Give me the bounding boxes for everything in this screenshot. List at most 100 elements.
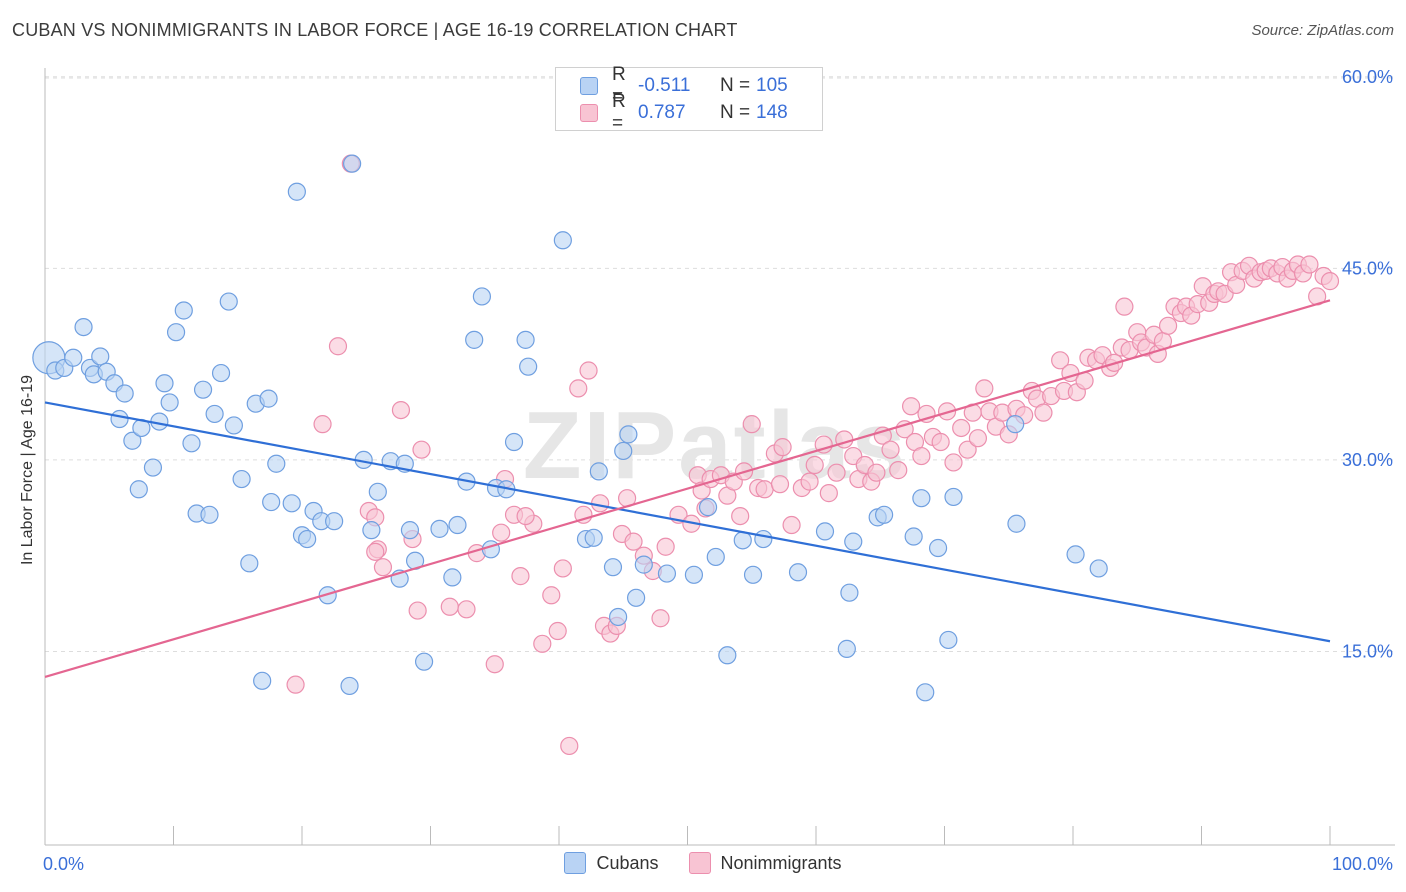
legend-row-nonimmigrants: R = 0.787 N = 148 bbox=[580, 91, 788, 134]
nonimmigrants-point bbox=[651, 609, 670, 628]
cubans-point bbox=[414, 652, 434, 671]
cubans-point bbox=[698, 498, 718, 517]
n-label: N = bbox=[720, 75, 751, 96]
cubans-point bbox=[343, 154, 362, 173]
legend-item-nonimmigrants[interactable]: Nonimmigrants bbox=[688, 852, 842, 874]
nonimmigrants-point bbox=[1300, 255, 1319, 274]
cubans-point bbox=[224, 416, 243, 435]
legend-item-cubans[interactable]: Cubans bbox=[564, 852, 659, 874]
nonimmigrants-point bbox=[328, 337, 348, 356]
cubans-point bbox=[589, 462, 608, 481]
cubans-trend-line bbox=[44, 401, 1331, 643]
cubans-point bbox=[259, 389, 278, 408]
n-value: 148 bbox=[756, 102, 788, 123]
nonimmigrants-point bbox=[511, 567, 530, 586]
x-tick-label: 0.0% bbox=[43, 854, 84, 874]
nonimmigrants-point bbox=[569, 379, 588, 398]
cubans-point bbox=[733, 531, 752, 550]
nonimmigrants-point bbox=[782, 515, 801, 535]
nonimmigrants-point bbox=[542, 586, 561, 605]
nonimmigrants-point bbox=[440, 597, 459, 616]
cubans-point bbox=[298, 529, 317, 549]
nonimmigrants-point bbox=[731, 506, 750, 526]
cubans-point bbox=[504, 432, 524, 452]
stats-legend: R = -0.511 N = 105 R = 0.787 N = 148 bbox=[555, 64, 823, 134]
nonimmigrants-swatch bbox=[688, 852, 711, 874]
cubans-point bbox=[609, 607, 628, 627]
cubans-point bbox=[430, 519, 449, 538]
nonimmigrants-point bbox=[1158, 316, 1178, 335]
cubans-point bbox=[443, 568, 462, 587]
cubans-point bbox=[123, 431, 142, 450]
cubans-point bbox=[74, 317, 93, 337]
cubans-point bbox=[362, 521, 381, 540]
y-tick-label: 60.0% bbox=[1342, 67, 1393, 87]
cubans-swatch bbox=[580, 77, 598, 95]
nonimmigrants-point bbox=[901, 397, 921, 416]
cubans-point bbox=[912, 489, 931, 508]
cubans-point bbox=[1007, 514, 1026, 533]
nonimmigrants-point bbox=[968, 429, 988, 448]
cubans-point bbox=[944, 487, 963, 507]
cubans-point bbox=[205, 404, 224, 424]
y-tick-label: 30.0% bbox=[1342, 450, 1393, 470]
y-tick-label: 45.0% bbox=[1342, 258, 1393, 278]
cubans-point bbox=[684, 565, 704, 584]
nonimmigrants-point bbox=[516, 506, 535, 526]
nonimmigrants-point bbox=[742, 415, 761, 434]
nonimmigrants-point bbox=[553, 559, 572, 578]
nonimmigrants-point bbox=[492, 523, 511, 542]
r-value: -0.511 bbox=[638, 75, 691, 96]
legend-label: Cubans bbox=[596, 852, 659, 873]
y-tick-label: 15.0% bbox=[1342, 641, 1393, 661]
cubans-point bbox=[815, 522, 835, 541]
cubans-point bbox=[64, 348, 83, 367]
nonimmigrants-point bbox=[560, 736, 579, 756]
data-points bbox=[32, 154, 1340, 756]
nonimmigrants-point bbox=[827, 463, 846, 482]
nonimmigrants-point bbox=[1320, 272, 1340, 291]
nonimmigrants-point bbox=[889, 461, 908, 480]
cubans-point bbox=[368, 482, 387, 501]
nonimmigrants-point bbox=[770, 475, 790, 494]
nonimmigrants-point bbox=[867, 463, 886, 482]
cubans-point bbox=[743, 565, 763, 584]
cubans-point bbox=[840, 583, 859, 602]
cubans-point bbox=[465, 330, 484, 349]
r-label: R = bbox=[612, 91, 626, 134]
nonimmigrants-point bbox=[975, 379, 994, 398]
cubans-point bbox=[706, 547, 725, 567]
cubans-point bbox=[916, 683, 935, 702]
nonimmigrants-point bbox=[485, 655, 504, 674]
nonimmigrants-point bbox=[931, 432, 950, 452]
nonimmigrants-point bbox=[286, 675, 305, 694]
nonimmigrants-point bbox=[373, 558, 393, 577]
n-label: N = bbox=[720, 102, 751, 123]
cubans-point bbox=[174, 301, 193, 320]
nonimmigrants-point bbox=[624, 532, 643, 551]
cubans-swatch bbox=[564, 852, 587, 874]
x-tick-label: 100.0% bbox=[1332, 854, 1393, 874]
cubans-point bbox=[282, 494, 301, 513]
cubans-point bbox=[253, 671, 272, 690]
nonimmigrants-point bbox=[773, 438, 792, 457]
cubans-point bbox=[166, 323, 186, 342]
cubans-point bbox=[788, 563, 808, 582]
n-value: 105 bbox=[756, 75, 788, 96]
nonimmigrants-point bbox=[533, 634, 552, 653]
cubans-point bbox=[875, 505, 894, 524]
nonimmigrants-point bbox=[873, 426, 892, 445]
cubans-point bbox=[516, 330, 535, 349]
nonimmigrants-point bbox=[313, 415, 332, 434]
nonimmigrants-point bbox=[1115, 297, 1134, 316]
cubans-point bbox=[614, 441, 633, 461]
cubans-point bbox=[754, 529, 773, 549]
legend-label: Nonimmigrants bbox=[720, 852, 842, 873]
cubans-point bbox=[262, 492, 281, 512]
nonimmigrants-point bbox=[912, 446, 931, 466]
cubans-point bbox=[657, 564, 677, 583]
cubans-point bbox=[193, 380, 213, 399]
cubans-point bbox=[129, 480, 148, 499]
nonimmigrants-point bbox=[408, 601, 427, 620]
